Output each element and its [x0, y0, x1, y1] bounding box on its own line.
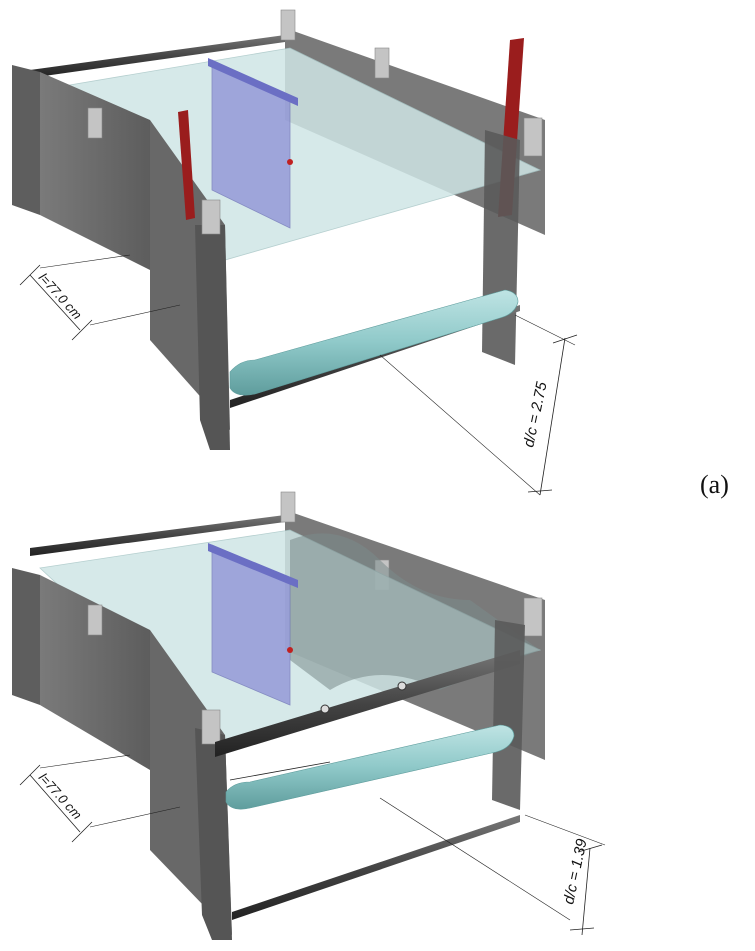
left-side-wall: [12, 65, 40, 215]
right-end-plate: [492, 620, 525, 810]
panel-b: l=77.0 cm d/c = 1.39: [12, 491, 606, 940]
panel-a: l=77.0 cm d/c = 2.75: [12, 9, 578, 496]
wall-tab: [523, 597, 543, 637]
left-front-wall: [40, 72, 150, 270]
right-end-plate: [482, 130, 520, 365]
wall-tab: [280, 9, 296, 41]
left-side-wall: [12, 568, 40, 705]
probe-holder: [320, 704, 330, 714]
reference-line: [229, 761, 331, 781]
gate-pivot: [287, 159, 293, 165]
panel-label-a: (a): [700, 470, 729, 499]
span-dimension-label: l=77.0 cm: [36, 270, 85, 322]
front-end-plate: [195, 225, 230, 450]
wall-tab: [201, 709, 221, 745]
gate-top-rail: [208, 543, 298, 588]
gap-ratio-label: d/c = 2.75: [520, 380, 551, 449]
wave-surface: [290, 533, 540, 690]
left-front-wall: [40, 575, 150, 770]
gate-top-rail: [208, 58, 298, 106]
gate-pivot: [287, 647, 293, 653]
wall-tab: [201, 199, 221, 235]
wall-tab: [374, 47, 390, 79]
bottom-rod: [232, 815, 520, 920]
cylinder: [229, 289, 519, 396]
cylinder: [225, 724, 515, 810]
top-back-rod: [30, 35, 285, 78]
wall-tab: [87, 107, 103, 139]
wall-tab: [280, 491, 296, 523]
wave-probe: [178, 110, 195, 220]
wall-tab: [87, 604, 103, 636]
top-back-rod: [30, 515, 285, 556]
gap-ratio-dimension: d/c = 1.39: [379, 797, 606, 936]
wall-tab: [523, 117, 543, 157]
front-end-plate: [195, 728, 232, 940]
probe-cross-rod: [215, 650, 520, 757]
span-dimension-label: l=77.0 cm: [36, 770, 85, 822]
probe-holder: [397, 681, 407, 691]
gap-ratio-label: d/c = 1.39: [560, 837, 591, 906]
